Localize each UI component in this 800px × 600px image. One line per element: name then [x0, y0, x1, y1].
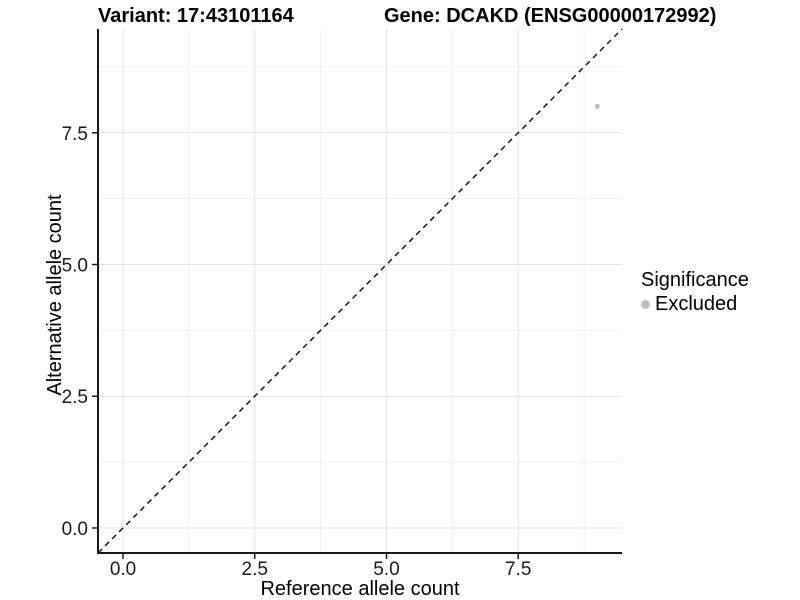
x-axis-title: Reference allele count [260, 578, 460, 600]
legend-key-dot-icon [641, 300, 650, 309]
y-tick-label: 5.0 [62, 256, 88, 277]
identity-reference-line [97, 28, 623, 554]
y-axis-title: Alternative allele count [44, 194, 66, 396]
data-point [594, 103, 600, 109]
legend-title: Significance [641, 269, 749, 291]
x-tick-label: 0.0 [110, 559, 136, 580]
x-tick-label: 2.5 [242, 559, 268, 580]
legend: Significance Excluded [641, 270, 749, 315]
y-tick-label: 7.5 [62, 124, 88, 145]
y-tick-label: 0.0 [62, 519, 88, 540]
legend-item-excluded: Excluded [641, 294, 749, 315]
x-tick-label: 5.0 [373, 559, 399, 580]
legend-item-label: Excluded [655, 293, 738, 315]
variant-title: Variant: 17:43101164 [98, 5, 294, 27]
x-tick-label: 7.5 [505, 559, 531, 580]
gene-title: Gene: DCAKD (ENSG00000172992) [384, 5, 717, 27]
y-tick-label: 2.5 [62, 387, 88, 408]
